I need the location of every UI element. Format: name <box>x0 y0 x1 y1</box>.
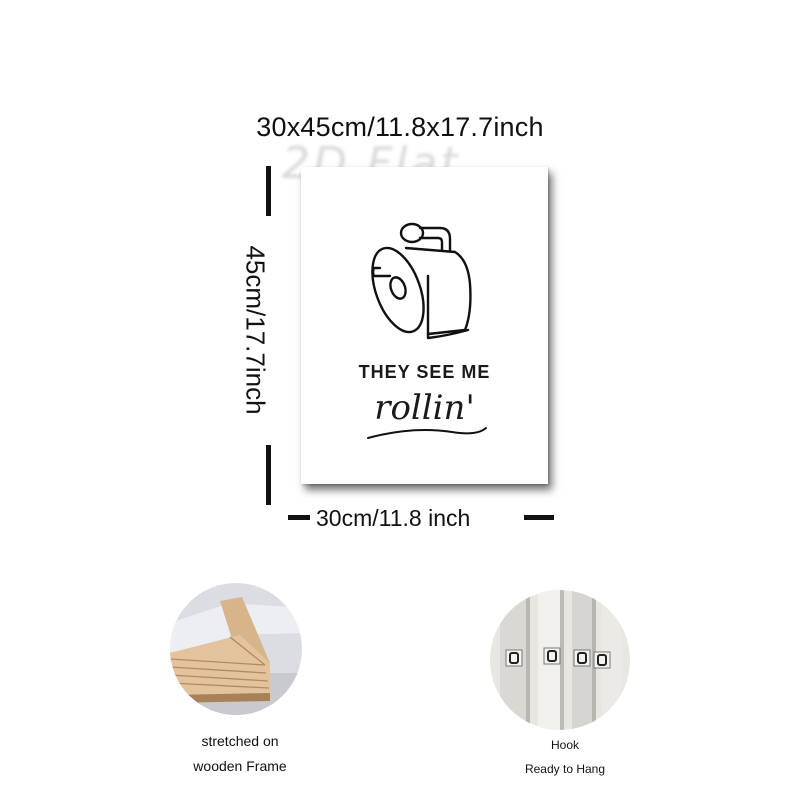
width-tick-right <box>524 515 554 520</box>
swash-underline <box>367 427 487 439</box>
size-title: 30x45cm/11.8x17.7inch <box>256 112 544 142</box>
feature-hook-caption: Hook Ready to Hang <box>490 737 640 785</box>
canvas-print <box>301 167 548 484</box>
feature-hook-caption-line1: Hook <box>550 738 579 752</box>
feature-frame-caption-line1: stretched on <box>201 733 279 749</box>
toilet-paper-roll-icon <box>371 222 472 340</box>
artwork-line2: rollin' <box>374 388 475 428</box>
height-tick-bottom <box>266 445 271 505</box>
height-tick-top <box>266 166 271 216</box>
height-label-text: 45cm/17.7inch <box>240 245 271 415</box>
feature-frame-caption-line2: wooden Frame <box>193 758 287 774</box>
width-tick-left <box>288 515 310 520</box>
artwork-line1: THEY SEE ME <box>358 362 491 382</box>
hanging-hooks-image <box>490 590 630 730</box>
wooden-frame-image <box>170 583 302 715</box>
width-label: 30cm/11.8 inch <box>316 505 471 531</box>
feature-hook-caption-line2: Ready to Hang <box>524 762 606 776</box>
feature-frame-caption: stretched on wooden Frame <box>160 731 320 781</box>
